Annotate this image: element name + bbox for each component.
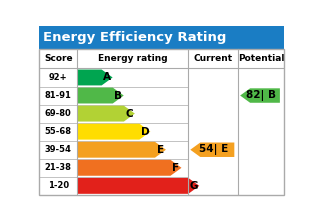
Text: B: B <box>114 90 123 101</box>
Text: 1-20: 1-20 <box>48 181 69 190</box>
Text: A: A <box>103 72 111 83</box>
Text: 92+: 92+ <box>49 73 68 82</box>
Bar <box>39 26 284 49</box>
Text: 82| B: 82| B <box>246 90 276 101</box>
Bar <box>39 49 284 195</box>
Text: Energy Efficiency Rating: Energy Efficiency Rating <box>43 31 226 44</box>
Text: 69-80: 69-80 <box>45 109 72 118</box>
Text: 39-54: 39-54 <box>45 145 72 154</box>
Text: Current: Current <box>194 54 233 63</box>
Polygon shape <box>77 124 150 140</box>
Polygon shape <box>77 160 181 176</box>
Polygon shape <box>77 88 124 104</box>
Polygon shape <box>190 143 234 157</box>
Polygon shape <box>77 142 166 158</box>
Polygon shape <box>77 69 113 85</box>
Text: 55-68: 55-68 <box>45 127 72 136</box>
Polygon shape <box>77 106 135 122</box>
Polygon shape <box>77 178 199 194</box>
Text: C: C <box>125 109 133 119</box>
Text: Energy rating: Energy rating <box>98 54 168 63</box>
Text: E: E <box>157 145 164 155</box>
Text: G: G <box>190 181 198 191</box>
Text: 81-91: 81-91 <box>45 91 72 100</box>
Text: Score: Score <box>44 54 72 63</box>
Text: Potential: Potential <box>238 54 284 63</box>
Text: 21-38: 21-38 <box>45 163 72 172</box>
Polygon shape <box>240 88 280 103</box>
Text: 54| E: 54| E <box>199 144 228 155</box>
Text: F: F <box>172 163 179 173</box>
Text: D: D <box>141 127 150 137</box>
